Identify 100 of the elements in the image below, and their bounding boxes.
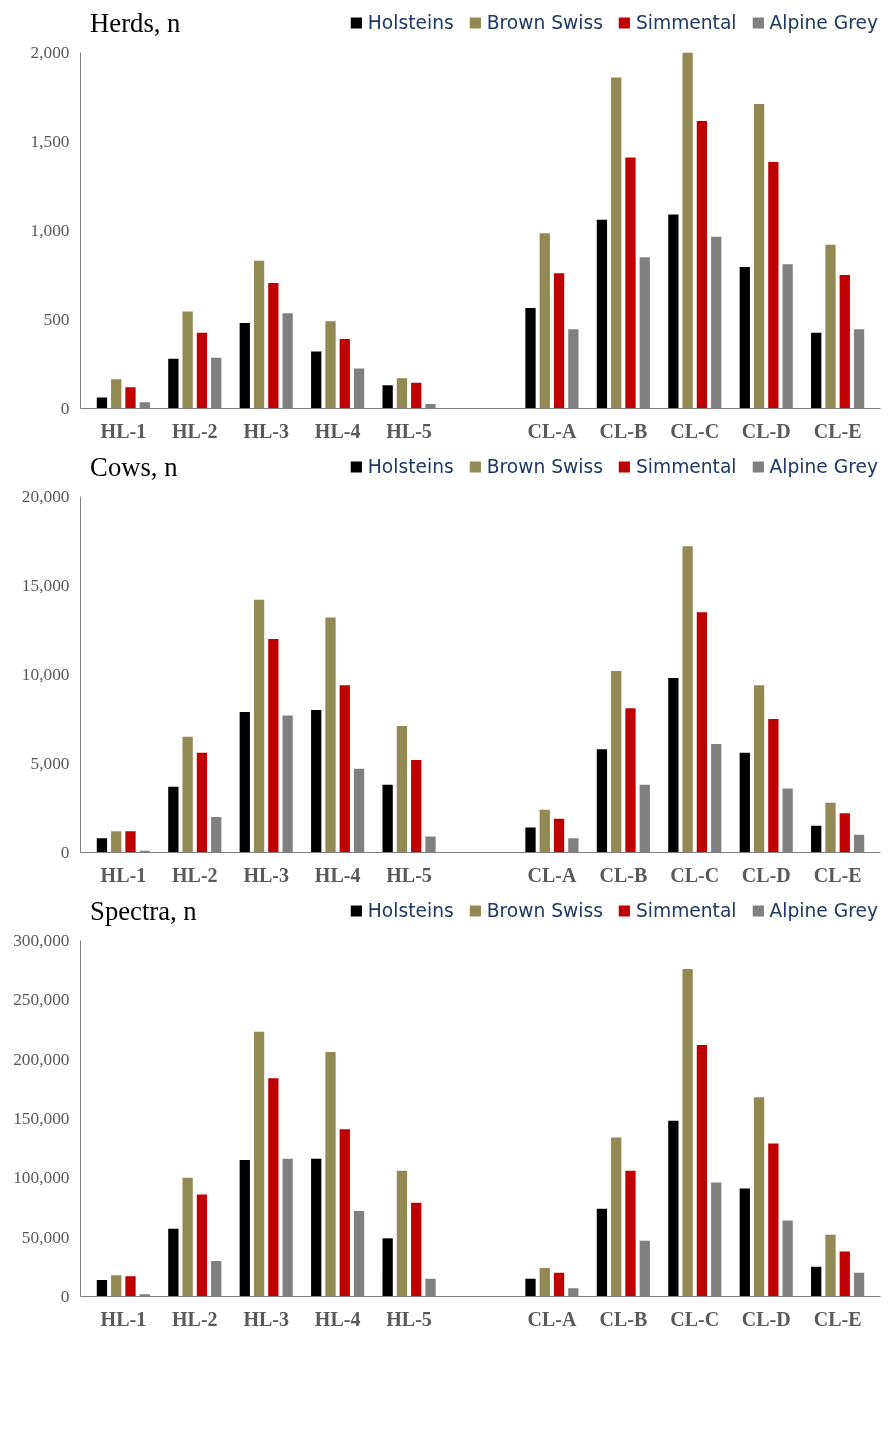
y-tick-label: 2,000 bbox=[30, 43, 70, 62]
bar bbox=[396, 726, 408, 853]
legend-label: Holsteins bbox=[367, 11, 454, 33]
bar bbox=[825, 244, 836, 409]
bar bbox=[239, 711, 250, 853]
bar bbox=[696, 1044, 708, 1297]
bar bbox=[768, 719, 779, 853]
bar bbox=[625, 708, 636, 853]
bar bbox=[253, 599, 265, 853]
bar bbox=[668, 214, 679, 409]
bar bbox=[182, 736, 193, 853]
bar bbox=[611, 1137, 622, 1297]
x-tick-label: HL-1 bbox=[100, 863, 147, 886]
chart-title: Herds, n bbox=[90, 7, 181, 38]
y-tick-label: 0 bbox=[60, 843, 70, 862]
bar bbox=[125, 387, 136, 409]
x-tick-label: CL-E bbox=[813, 1307, 862, 1330]
bar bbox=[311, 710, 322, 853]
bar bbox=[339, 339, 350, 409]
bar bbox=[839, 275, 850, 409]
bar bbox=[196, 1194, 208, 1297]
bar bbox=[396, 1170, 408, 1297]
bar bbox=[96, 1279, 108, 1297]
bar bbox=[625, 157, 636, 409]
x-tick-label: HL-4 bbox=[314, 863, 361, 886]
x-tick-label: CL-D bbox=[741, 1307, 791, 1330]
y-tick-label: 250,000 bbox=[13, 990, 70, 1010]
bar bbox=[596, 219, 608, 409]
x-tick-label: CL-B bbox=[599, 863, 648, 886]
bar bbox=[696, 121, 708, 409]
bar bbox=[325, 617, 336, 853]
x-tick-label: HL-2 bbox=[172, 863, 218, 886]
bar bbox=[196, 752, 208, 853]
bar bbox=[196, 332, 208, 409]
y-tick-label: 20,000 bbox=[21, 487, 70, 506]
x-tick-label: HL-1 bbox=[100, 419, 147, 442]
bar bbox=[239, 1160, 250, 1297]
bar bbox=[611, 670, 622, 853]
bar bbox=[768, 1143, 779, 1297]
x-tick-label: HL-1 bbox=[100, 1307, 147, 1330]
bar bbox=[811, 332, 822, 409]
legend-label: Simmental bbox=[635, 11, 737, 33]
y-tick-label: 50,000 bbox=[21, 1227, 70, 1247]
legend-label: Alpine Grey bbox=[769, 455, 878, 477]
y-tick-label: 15,000 bbox=[21, 576, 70, 595]
x-tick-label: HL-4 bbox=[314, 1307, 361, 1330]
bar bbox=[268, 283, 279, 409]
bar bbox=[825, 802, 836, 853]
bar bbox=[339, 685, 350, 853]
y-tick-label: 300,000 bbox=[13, 931, 70, 950]
bar bbox=[553, 818, 565, 853]
bar bbox=[739, 752, 750, 853]
bar bbox=[553, 1272, 565, 1297]
bar bbox=[525, 827, 536, 853]
bar bbox=[668, 1120, 679, 1297]
bar bbox=[411, 1202, 422, 1297]
chart-title: Cows, n bbox=[90, 451, 178, 482]
bar bbox=[339, 1129, 350, 1297]
bar bbox=[539, 809, 550, 853]
legend-label: Alpine Grey bbox=[769, 11, 878, 33]
y-tick-label: 1,500 bbox=[30, 132, 70, 151]
legend-label: Simmental bbox=[635, 455, 737, 477]
bar bbox=[382, 784, 393, 853]
bar bbox=[268, 638, 279, 853]
x-tick-label: HL-5 bbox=[386, 863, 432, 886]
y-tick-label: 0 bbox=[60, 399, 70, 418]
bar bbox=[325, 321, 336, 409]
bar bbox=[753, 104, 765, 409]
x-tick-label: CL-E bbox=[813, 863, 862, 886]
bar bbox=[553, 273, 565, 409]
y-tick-label: 1,000 bbox=[30, 221, 70, 240]
bar bbox=[411, 382, 422, 409]
legend-label: Brown Swiss bbox=[486, 11, 603, 33]
legend-label: Brown Swiss bbox=[486, 899, 603, 921]
bar bbox=[539, 1268, 550, 1297]
bar bbox=[768, 161, 779, 409]
x-tick-label: CL-A bbox=[527, 419, 577, 442]
bar bbox=[111, 379, 122, 409]
x-tick-label: HL-3 bbox=[243, 419, 289, 442]
bar bbox=[596, 1208, 608, 1297]
bar bbox=[125, 831, 136, 853]
bar bbox=[811, 825, 822, 853]
bar bbox=[396, 378, 408, 409]
bar bbox=[168, 358, 179, 409]
bar bbox=[682, 968, 693, 1297]
bar bbox=[682, 546, 693, 853]
bar bbox=[125, 1276, 136, 1297]
legend-label: Holsteins bbox=[367, 455, 454, 477]
x-tick-label: CL-C bbox=[670, 1307, 720, 1330]
x-tick-label: HL-4 bbox=[314, 419, 361, 442]
bar bbox=[539, 233, 550, 409]
bar bbox=[825, 1234, 836, 1297]
x-tick-label: CL-D bbox=[741, 863, 791, 886]
bar bbox=[611, 77, 622, 409]
x-tick-label: HL-3 bbox=[243, 863, 289, 886]
bar bbox=[182, 1177, 193, 1297]
bar bbox=[168, 1228, 179, 1297]
legend-label: Brown Swiss bbox=[486, 455, 603, 477]
bar bbox=[311, 1158, 322, 1297]
legend-label: Alpine Grey bbox=[769, 899, 878, 921]
